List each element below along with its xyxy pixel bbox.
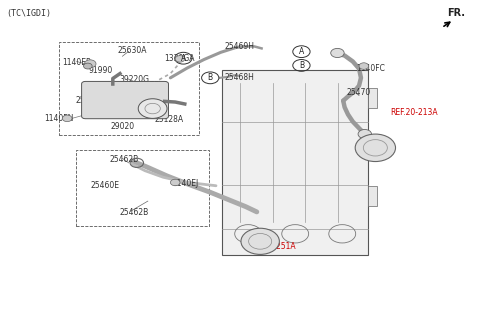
Text: 25500A: 25500A: [76, 96, 105, 105]
Text: FR.: FR.: [446, 8, 465, 18]
Text: 25462B: 25462B: [119, 208, 148, 217]
Bar: [368, 88, 377, 108]
Circle shape: [358, 129, 372, 139]
Text: 1140EP: 1140EP: [62, 58, 91, 67]
Text: 29020: 29020: [110, 122, 134, 131]
Circle shape: [355, 134, 396, 162]
Circle shape: [138, 99, 167, 118]
Circle shape: [241, 228, 279, 254]
Circle shape: [62, 115, 72, 122]
Text: 25460E: 25460E: [90, 181, 119, 190]
Text: A: A: [299, 47, 304, 56]
Bar: [222, 70, 368, 255]
Text: 1140FC: 1140FC: [356, 64, 385, 73]
Text: 39220G: 39220G: [119, 75, 149, 84]
Text: 39275: 39275: [135, 81, 160, 90]
Text: 25631B: 25631B: [90, 88, 120, 97]
Text: 25470: 25470: [347, 88, 371, 97]
Text: B: B: [299, 61, 304, 70]
Circle shape: [170, 179, 180, 186]
Circle shape: [175, 56, 185, 62]
Text: REF.20-213A: REF.20-213A: [390, 108, 437, 117]
Text: 91990: 91990: [89, 66, 113, 76]
Circle shape: [84, 63, 92, 69]
Text: 25630A: 25630A: [118, 46, 147, 55]
Text: 25468H: 25468H: [225, 73, 254, 82]
Text: (TC\IGDI): (TC\IGDI): [6, 9, 51, 18]
Circle shape: [84, 60, 96, 68]
FancyBboxPatch shape: [82, 81, 168, 119]
Text: REF.25-251A: REF.25-251A: [249, 242, 296, 251]
Text: 1339GA: 1339GA: [164, 54, 195, 63]
Text: 1140EJ: 1140EJ: [172, 179, 198, 188]
Circle shape: [331, 48, 344, 58]
Bar: [76, 150, 209, 226]
Text: A: A: [181, 54, 186, 63]
Text: 25633C: 25633C: [96, 103, 125, 112]
Bar: [59, 42, 199, 135]
Text: 25462B: 25462B: [109, 155, 139, 164]
Text: 25469H: 25469H: [225, 42, 254, 51]
Circle shape: [359, 63, 369, 69]
Text: 1140FN: 1140FN: [44, 114, 73, 123]
Text: B: B: [208, 73, 213, 82]
Text: 25128A: 25128A: [155, 115, 184, 124]
Bar: [368, 186, 377, 206]
Bar: [368, 137, 377, 157]
